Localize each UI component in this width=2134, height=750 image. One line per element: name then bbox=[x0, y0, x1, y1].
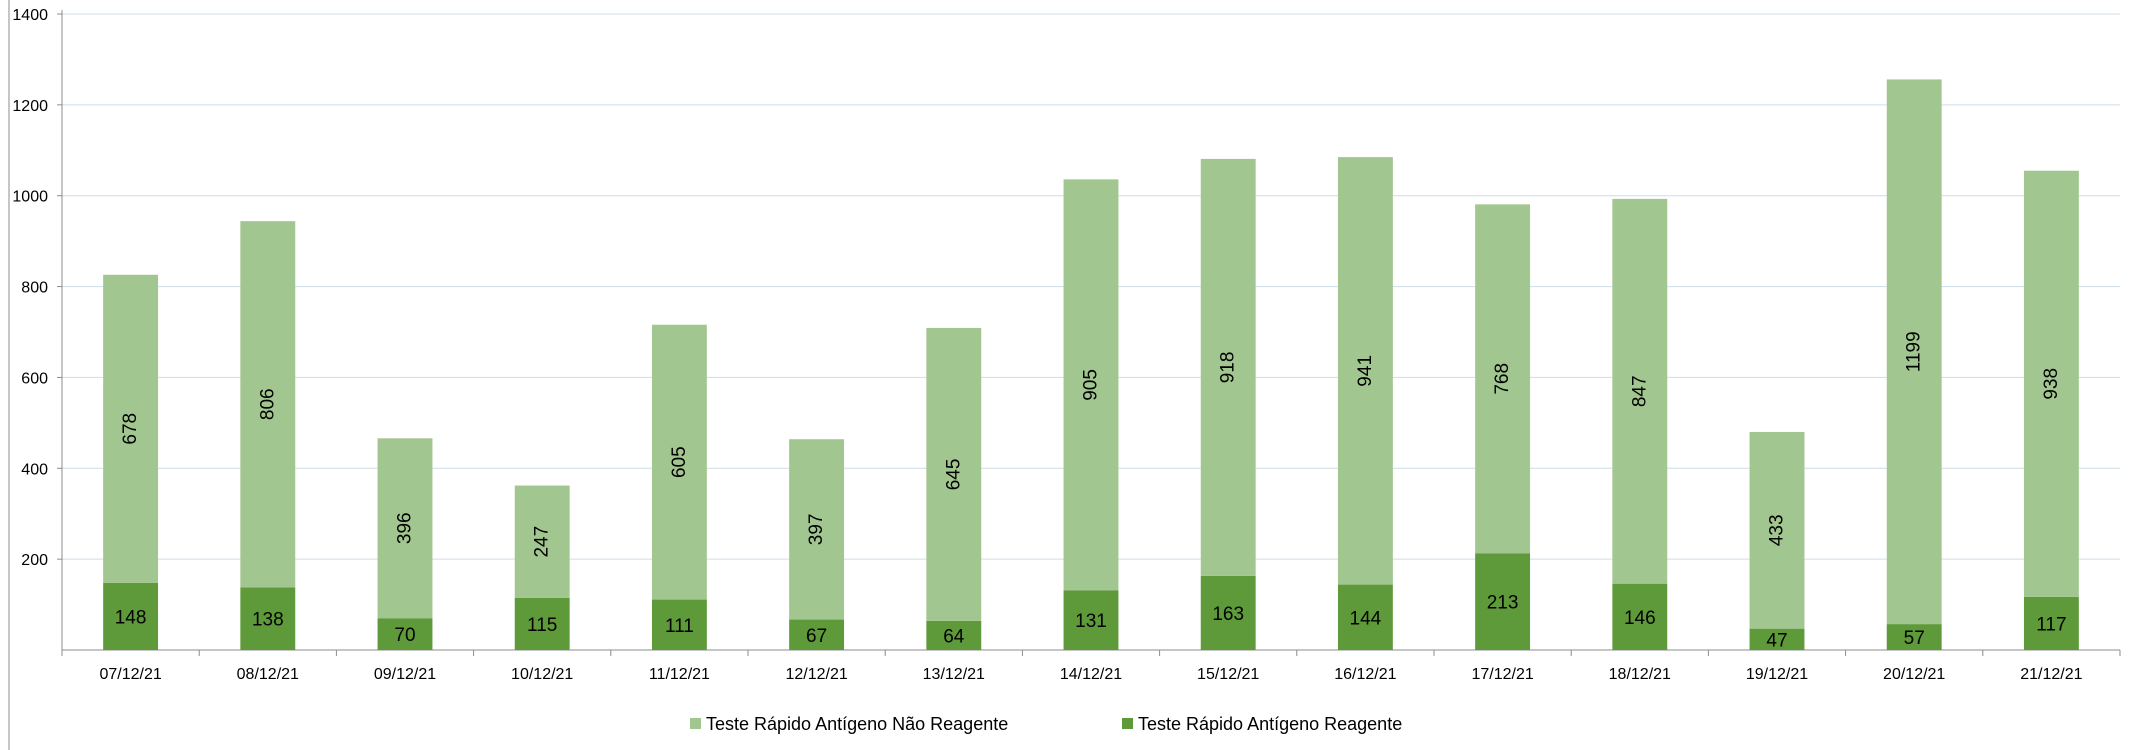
data-label-nao-reagente: 806 bbox=[257, 388, 278, 420]
data-label-nao-reagente: 247 bbox=[532, 526, 553, 558]
y-axis: 1400 1200 1000 800 600 400 200 bbox=[12, 7, 63, 650]
data-label-reagente: 148 bbox=[115, 607, 147, 628]
x-tick-label: 12/12/21 bbox=[785, 666, 847, 683]
data-label-nao-reagente: 768 bbox=[1492, 363, 1513, 395]
data-label-reagente: 47 bbox=[1766, 630, 1787, 651]
data-label-nao-reagente: 605 bbox=[669, 446, 690, 478]
bar-reagente bbox=[1063, 590, 1119, 650]
x-tick-label: 20/12/21 bbox=[1883, 666, 1945, 683]
data-labels: 148 678 138 806 70 396 115 247 111 605 67 397 64 645 1… bbox=[115, 331, 2067, 651]
bar-reagente bbox=[514, 597, 570, 650]
x-tick-label: 17/12/21 bbox=[1471, 666, 1533, 683]
data-label-reagente: 115 bbox=[527, 615, 557, 636]
data-label-reagente: 144 bbox=[1350, 608, 1382, 629]
y-tick-label: 1400 bbox=[12, 7, 48, 24]
legend-label: Teste Rápido Antígeno Não Reagente bbox=[706, 714, 1008, 734]
bar-nao-reagente bbox=[1337, 157, 1393, 585]
bar-nao-reagente bbox=[103, 274, 159, 583]
y-tick-label: 1000 bbox=[12, 189, 48, 206]
bar-nao-reagente bbox=[1612, 198, 1668, 584]
data-label-nao-reagente: 396 bbox=[395, 512, 416, 544]
y-tick-label: 1200 bbox=[12, 98, 48, 115]
data-label-nao-reagente: 905 bbox=[1081, 369, 1102, 401]
data-label-reagente: 163 bbox=[1212, 604, 1244, 625]
bar-reagente bbox=[377, 618, 433, 650]
legend-item-nao-reagente: Teste Rápido Antígeno Não Reagente bbox=[690, 714, 1008, 734]
x-tick-label: 18/12/21 bbox=[1609, 666, 1671, 683]
bar-nao-reagente bbox=[1200, 158, 1256, 576]
bar-reagente bbox=[651, 599, 707, 650]
data-label-reagente: 67 bbox=[806, 626, 827, 647]
x-tick-label: 11/12/21 bbox=[649, 666, 710, 683]
y-tick-label: 200 bbox=[21, 552, 48, 569]
data-label-reagente: 146 bbox=[1624, 608, 1656, 629]
x-tick-label: 08/12/21 bbox=[237, 666, 299, 683]
bar-nao-reagente bbox=[240, 221, 296, 588]
data-label-reagente: 131 bbox=[1075, 611, 1107, 632]
bar-reagente bbox=[1886, 624, 1942, 650]
bar-nao-reagente bbox=[1063, 179, 1119, 591]
data-label-nao-reagente: 847 bbox=[1629, 375, 1650, 407]
data-label-nao-reagente: 645 bbox=[943, 459, 964, 491]
bar-nao-reagente bbox=[789, 439, 845, 620]
x-tick-label: 14/12/21 bbox=[1060, 666, 1122, 683]
bar-reagente bbox=[1612, 583, 1668, 650]
y-tick-label: 400 bbox=[21, 461, 48, 478]
data-label-reagente: 111 bbox=[665, 616, 694, 637]
legend-swatch bbox=[1122, 718, 1133, 729]
bar-reagente bbox=[789, 619, 845, 650]
bar-reagente bbox=[240, 587, 296, 650]
x-tick-label: 07/12/21 bbox=[99, 666, 161, 683]
data-label-reagente: 64 bbox=[943, 626, 965, 647]
data-label-reagente: 117 bbox=[2036, 614, 2066, 635]
legend: Teste Rápido Antígeno Não Reagente Teste … bbox=[690, 714, 1402, 734]
data-label-nao-reagente: 678 bbox=[120, 413, 141, 445]
data-label-nao-reagente: 918 bbox=[1218, 352, 1239, 384]
bar-nao-reagente bbox=[2023, 170, 2079, 597]
x-tick-label: 09/12/21 bbox=[374, 666, 436, 683]
bar-reagente bbox=[1475, 553, 1531, 650]
bar-nao-reagente bbox=[377, 438, 433, 619]
data-label-nao-reagente: 397 bbox=[806, 514, 827, 546]
bar-nao-reagente bbox=[514, 485, 570, 598]
data-label-nao-reagente: 941 bbox=[1355, 355, 1376, 387]
bar-reagente bbox=[1337, 584, 1393, 650]
bar-reagente bbox=[926, 620, 982, 650]
bar-nao-reagente bbox=[1475, 204, 1531, 554]
data-label-reagente: 138 bbox=[252, 610, 284, 631]
bar-reagente bbox=[103, 582, 159, 650]
legend-item-reagente: Teste Rápido Antígeno Reagente bbox=[1122, 714, 1402, 734]
data-label-nao-reagente: 938 bbox=[2041, 368, 2062, 400]
bar-reagente bbox=[1749, 628, 1805, 650]
x-tick-label: 13/12/21 bbox=[923, 666, 985, 683]
legend-label: Teste Rápido Antígeno Reagente bbox=[1138, 714, 1402, 734]
bar-nao-reagente bbox=[926, 327, 982, 621]
x-tick-label: 16/12/21 bbox=[1334, 666, 1396, 683]
bar-reagente bbox=[1200, 575, 1256, 650]
y-tick-label: 600 bbox=[21, 370, 48, 387]
bar-nao-reagente bbox=[651, 324, 707, 600]
data-label-nao-reagente: 433 bbox=[1767, 514, 1788, 546]
bars bbox=[103, 79, 2079, 650]
x-tick-label: 19/12/21 bbox=[1746, 666, 1808, 683]
x-tick-label: 15/12/21 bbox=[1197, 666, 1259, 683]
legend-swatch bbox=[690, 718, 701, 729]
bar-reagente bbox=[2023, 596, 2079, 650]
data-label-reagente: 57 bbox=[1904, 628, 1925, 649]
data-label-reagente: 213 bbox=[1487, 593, 1519, 614]
x-axis: 07/12/21 08/12/21 09/12/21 10/12/21 11/12/21… bbox=[61, 649, 2121, 683]
x-tick-label: 10/12/21 bbox=[511, 666, 573, 683]
bar-nao-reagente bbox=[1749, 431, 1805, 629]
y-tick-label: 800 bbox=[21, 280, 48, 297]
bar-nao-reagente bbox=[1886, 79, 1942, 625]
x-tick-label: 21/12/21 bbox=[2020, 666, 2082, 683]
data-label-nao-reagente: 1199 bbox=[1904, 331, 1925, 372]
data-label-reagente: 70 bbox=[394, 625, 415, 646]
